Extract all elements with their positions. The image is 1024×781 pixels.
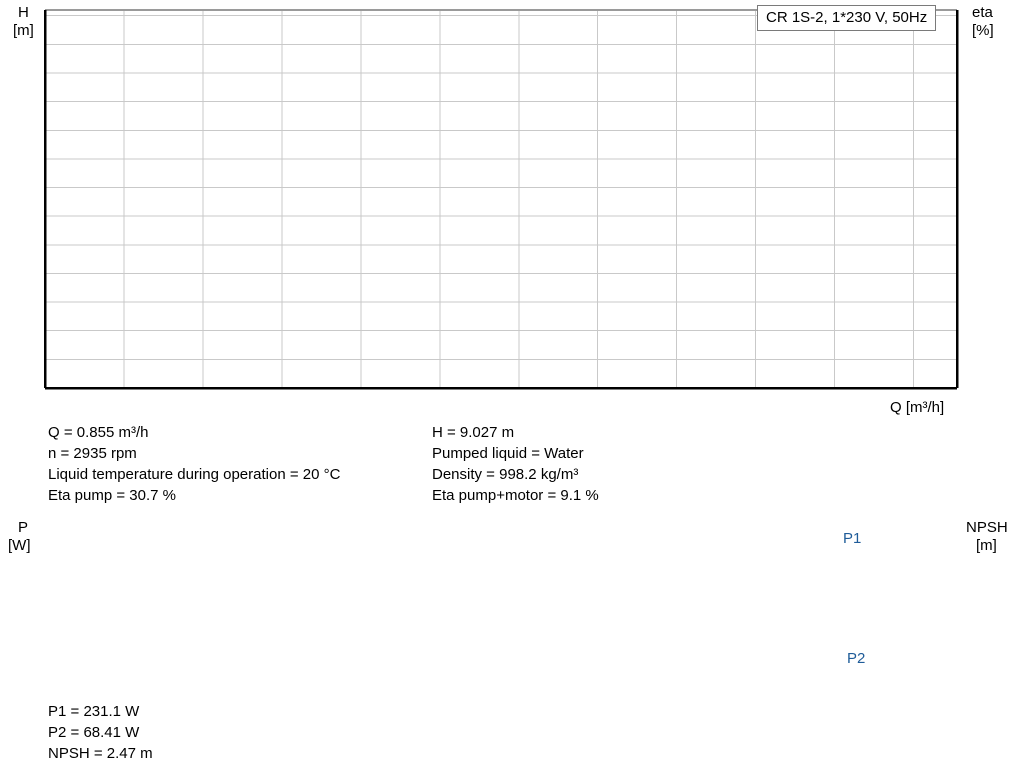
pump-model-title-box: CR 1S-2, 1*230 V, 50Hz xyxy=(757,5,937,31)
info-right-line-1: Pumped liquid = Water xyxy=(432,445,584,462)
info-bottom-line-0: P1 = 231.1 W xyxy=(48,703,140,720)
upper-chart-canvas xyxy=(43,9,959,390)
upper-right-axis-unit-percent: [%] xyxy=(972,22,994,39)
info-left-line-2: Liquid temperature during operation = 20… xyxy=(48,466,341,483)
lower-left-axis-title-p: P xyxy=(18,519,29,536)
lower-right-axis-title-npsh: NPSH xyxy=(966,519,1008,536)
info-right-line-0: H = 9.027 m xyxy=(432,424,515,441)
upper-right-axis-title-eta: eta xyxy=(972,4,993,21)
info-right-line-2: Density = 998.2 kg/m³ xyxy=(432,466,579,483)
info-bottom-line-1: P2 = 68.41 W xyxy=(48,724,140,741)
upper-left-axis-title-h: H xyxy=(18,4,29,21)
curve-label-p1: P1 xyxy=(843,530,862,547)
info-bottom-line-2: NPSH = 2.47 m xyxy=(48,745,153,762)
info-right-line-3: Eta pump+motor = 9.1 % xyxy=(432,487,599,504)
info-left-line-1: n = 2935 rpm xyxy=(48,445,137,462)
lower-left-axis-unit-w: [W] xyxy=(8,537,31,554)
lower-chart-canvas xyxy=(0,510,1024,710)
lower-right-axis-unit-m: [m] xyxy=(976,537,997,554)
curve-label-p2: P2 xyxy=(847,650,866,667)
upper-x-axis-title-q: Q [m³/h] xyxy=(890,399,945,416)
upper-left-axis-unit-m: [m] xyxy=(13,22,34,39)
info-left-line-3: Eta pump = 30.7 % xyxy=(48,487,176,504)
info-left-line-0: Q = 0.855 m³/h xyxy=(48,424,149,441)
